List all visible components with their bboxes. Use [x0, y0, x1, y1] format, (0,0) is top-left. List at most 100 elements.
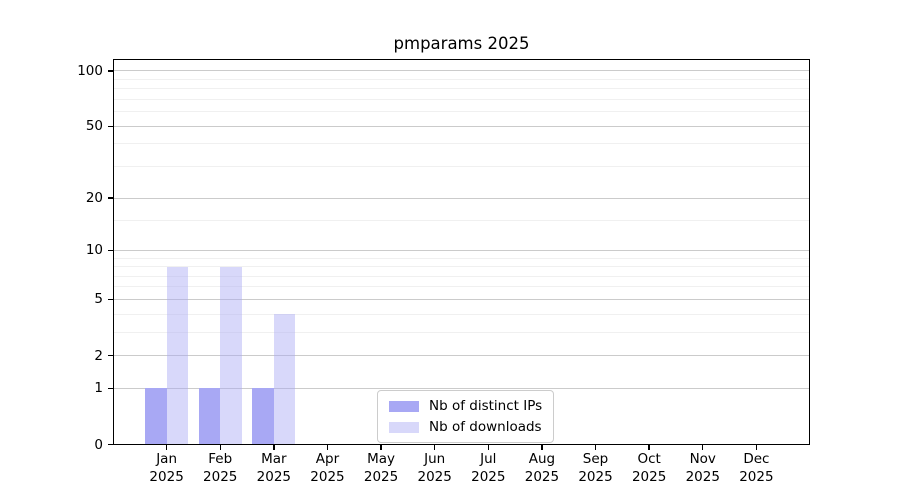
x-tick-label: Jan 2025 [135, 451, 199, 486]
gridline-minor [113, 257, 810, 259]
chart-title: pmparams 2025 [393, 34, 530, 53]
gridline-minor [113, 98, 810, 100]
x-tick-month: Sep [582, 451, 609, 467]
y-tick [107, 443, 113, 446]
x-tick [541, 444, 543, 450]
y-tick [107, 387, 113, 390]
x-tick-year: 2025 [149, 468, 184, 485]
y-tick-label: 20 [85, 190, 103, 207]
y-tick-label: 10 [85, 242, 103, 259]
legend-item-downloads: Nb of downloads [389, 419, 542, 435]
x-tick [165, 444, 168, 450]
x-tick [433, 444, 436, 450]
legend-label-distinct-ips: Nb of distinct IPs [429, 398, 543, 414]
x-tick-month: Dec [743, 451, 770, 467]
x-tick [219, 444, 221, 450]
x-tick-year: 2025 [256, 468, 292, 485]
gridline-minor [113, 166, 810, 168]
bar-distinct-ips [198, 388, 221, 445]
gridline-major [113, 70, 810, 72]
gridline-major [113, 125, 810, 127]
x-tick-label: Feb 2025 [188, 451, 252, 486]
x-tick-label: Oct 2025 [617, 451, 681, 486]
x-tick-year: 2025 [363, 468, 399, 485]
y-tick-label: 100 [77, 62, 103, 79]
x-tick-month: Jan [156, 451, 178, 467]
x-tick-year: 2025 [524, 468, 560, 485]
bar-distinct-ips [145, 388, 167, 445]
gridline-minor [113, 88, 810, 90]
gridline-major [113, 249, 810, 251]
y-tick [107, 197, 113, 199]
plot-border [113, 59, 810, 445]
gridline-minor [113, 275, 810, 277]
x-tick [648, 444, 650, 450]
gridline-minor [113, 331, 810, 333]
y-tick [107, 70, 113, 72]
x-tick-month: Jun [424, 451, 446, 467]
x-tick-label: Aug 2025 [510, 451, 574, 486]
gridline-minor [113, 286, 810, 288]
x-tick-month: Nov [689, 451, 716, 467]
gridline-minor [113, 78, 810, 80]
gridline-minor [113, 219, 810, 221]
x-tick-month: Feb [208, 451, 233, 467]
gridline-major [113, 387, 810, 389]
x-tick-year: 2025 [578, 468, 613, 485]
legend: Nb of distinct IPs Nb of downloads [377, 390, 555, 443]
gridline-minor [113, 111, 810, 113]
x-tick-label: Jul 2025 [456, 451, 520, 486]
x-tick-label: Nov 2025 [671, 451, 735, 486]
x-tick-label: Mar 2025 [242, 451, 306, 486]
gridline-minor [113, 143, 810, 145]
y-tick-label: 50 [85, 118, 103, 135]
y-tick-label: 5 [94, 291, 103, 308]
gridline-major [113, 197, 810, 199]
gridline-minor [113, 313, 810, 315]
y-tick [107, 354, 113, 357]
x-tick-label: Dec 2025 [724, 451, 788, 486]
legend-label-downloads: Nb of downloads [429, 419, 542, 435]
x-tick [702, 444, 704, 450]
bar-downloads [220, 266, 242, 445]
x-tick [755, 444, 758, 450]
x-tick-year: 2025 [739, 468, 774, 485]
x-tick-month: Jul [480, 451, 497, 467]
gridline-minor [113, 266, 810, 268]
x-tick-label: Apr 2025 [295, 451, 359, 486]
x-tick [487, 444, 489, 450]
x-tick-year: 2025 [685, 468, 720, 485]
y-tick-label: 1 [94, 380, 103, 397]
x-tick-month: Apr [315, 451, 340, 467]
x-tick-year: 2025 [203, 468, 238, 485]
x-tick [326, 444, 329, 450]
x-tick-month: Aug [528, 451, 556, 467]
x-tick-year: 2025 [417, 468, 452, 485]
x-tick-month: Oct [637, 451, 661, 467]
bar-downloads [273, 314, 296, 445]
x-tick-label: Sep 2025 [564, 451, 628, 486]
y-tick-label: 0 [94, 436, 103, 453]
x-tick-year: 2025 [310, 468, 345, 485]
x-tick-month: Mar [261, 451, 287, 467]
legend-swatch-distinct-ips [389, 400, 419, 412]
x-tick-label: Jun 2025 [403, 451, 467, 486]
x-tick [273, 444, 275, 450]
x-tick [380, 444, 382, 450]
gridline-major [113, 298, 810, 300]
legend-swatch-downloads [389, 421, 419, 433]
gridline-major [113, 355, 810, 357]
x-tick-month: May [367, 451, 396, 467]
y-tick [107, 298, 113, 301]
x-tick [594, 444, 597, 450]
legend-item-distinct-ips: Nb of distinct IPs [389, 398, 542, 414]
x-tick-year: 2025 [471, 468, 506, 485]
y-tick [107, 125, 113, 127]
bar-distinct-ips [252, 388, 274, 445]
x-tick-label: May 2025 [349, 451, 413, 486]
y-tick [107, 249, 113, 252]
x-tick-year: 2025 [631, 468, 667, 485]
bar-downloads [166, 266, 189, 445]
y-tick-label: 2 [94, 347, 103, 364]
